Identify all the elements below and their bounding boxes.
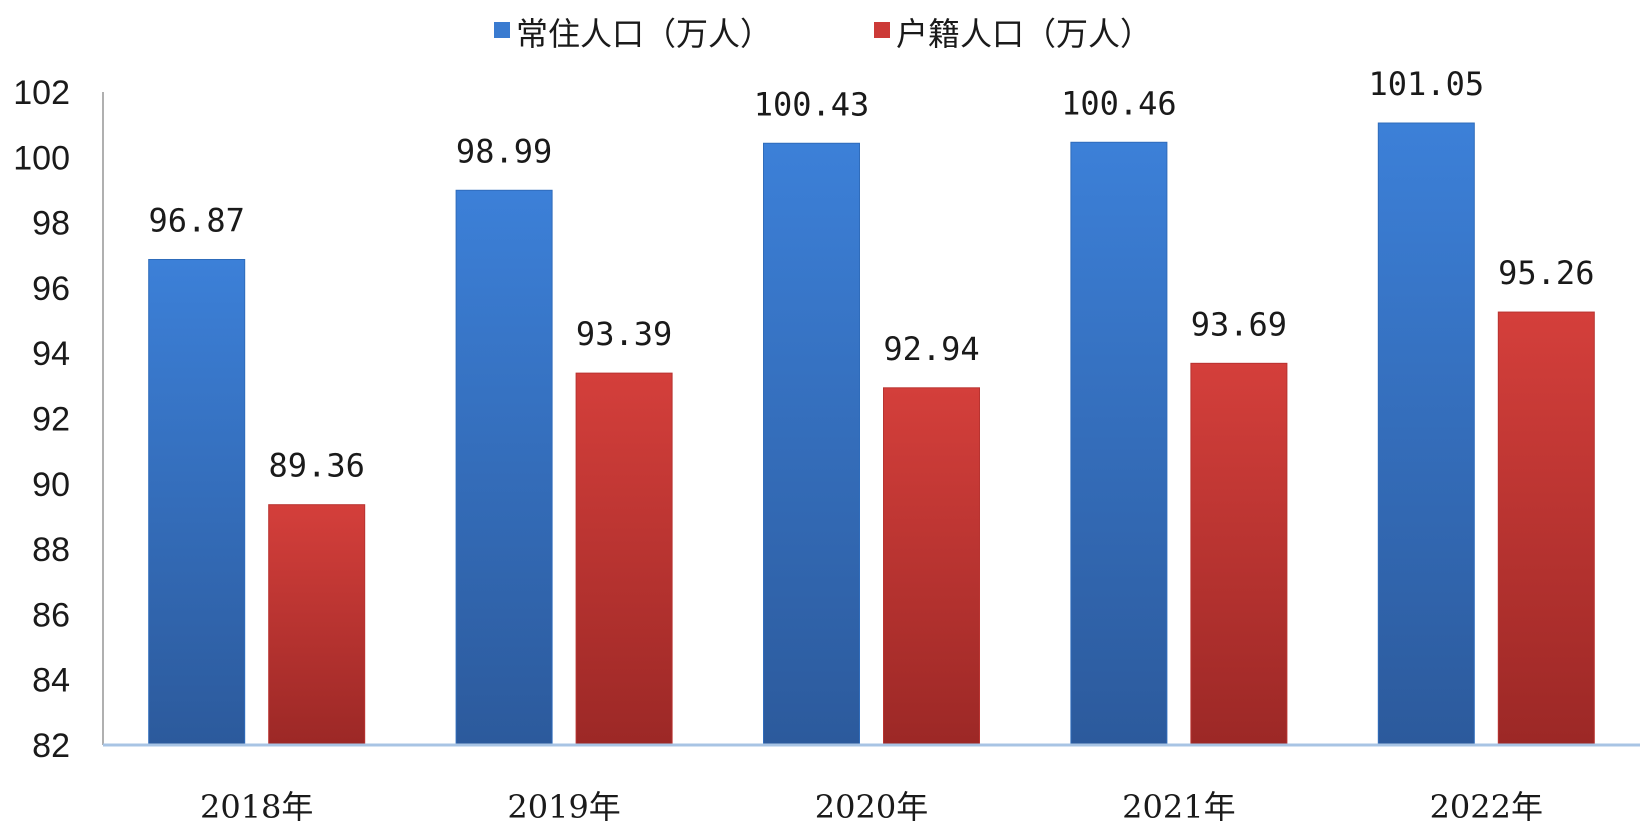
- data-label: 100.43: [754, 85, 870, 123]
- registered-population-bar: [575, 372, 673, 746]
- y-tick-label: 90: [32, 466, 70, 504]
- bars: [148, 122, 1595, 746]
- data-label: 93.69: [1191, 305, 1287, 343]
- data-label: 96.87: [149, 201, 245, 239]
- data-label: 92.94: [883, 330, 979, 368]
- y-tick-label: 88: [32, 531, 70, 569]
- resident-population-bar: [763, 142, 860, 746]
- legend-label: 常住人口（万人）: [516, 15, 772, 53]
- y-tick-label: 102: [13, 74, 70, 112]
- data-label: 89.36: [269, 447, 365, 485]
- x-category-label: 2020年: [815, 788, 928, 826]
- y-tick-label: 94: [32, 335, 70, 373]
- data-label: 101.05: [1369, 65, 1485, 103]
- y-tick-label: 96: [32, 270, 70, 308]
- legend-label: 户籍人口（万人）: [896, 15, 1152, 53]
- registered-population-bar: [1497, 311, 1595, 746]
- data-label: 93.39: [576, 315, 672, 353]
- data-labels: 96.87 89.36 98.99 93.39 100.43 92.94 100.46 93.…: [149, 65, 1595, 485]
- registered-population-bar: [883, 387, 980, 746]
- resident-population-bar: [455, 189, 553, 746]
- y-tick-label: 86: [32, 596, 70, 634]
- legend: 常住人口（万人） 户籍人口（万人）: [494, 15, 1152, 53]
- x-category-label: 2018年: [200, 788, 313, 826]
- data-label: 98.99: [456, 132, 552, 170]
- data-label: 100.46: [1061, 84, 1177, 122]
- resident-population-bar: [1377, 122, 1475, 746]
- y-tick-label: 92: [32, 401, 70, 439]
- y-tick-label: 82: [32, 727, 70, 765]
- data-label: 95.26: [1498, 254, 1594, 292]
- y-axis: 82 84 86 88 90 92 94 96 98 100 102: [13, 74, 104, 765]
- resident-population-bar: [148, 258, 246, 746]
- x-category-label: 2021年: [1122, 788, 1235, 826]
- x-axis: 2018年 2019年 2020年 2021年 2022年: [103, 743, 1640, 826]
- registered-population-bar: [1190, 362, 1288, 746]
- legend-swatch: [874, 22, 890, 38]
- y-tick-label: 84: [32, 662, 70, 700]
- y-tick-label: 100: [13, 139, 70, 177]
- registered-population-bar: [268, 504, 366, 746]
- legend-swatch: [494, 22, 510, 38]
- resident-population-bar: [1070, 141, 1168, 746]
- y-tick-label: 98: [32, 205, 70, 243]
- x-category-label: 2019年: [507, 788, 620, 826]
- x-category-label: 2022年: [1430, 788, 1543, 826]
